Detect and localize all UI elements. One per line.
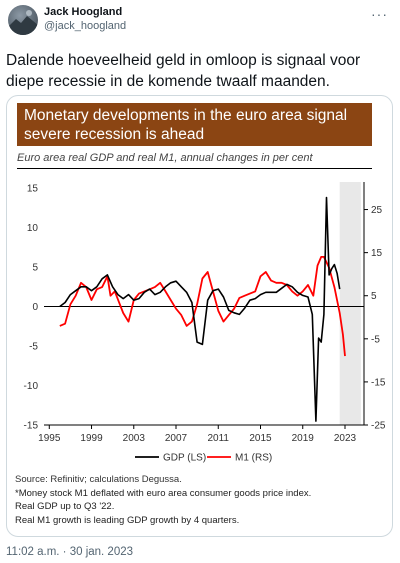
y-left-tick-label: 15 bbox=[27, 184, 39, 195]
subtitle-rule bbox=[17, 168, 372, 169]
figure-source: Source: Refinitiv; calculations Degussa. bbox=[15, 474, 182, 485]
gdp-series-line bbox=[59, 196, 341, 422]
tweet-timestamp[interactable]: 11:02 a.m. · 30 jan. 2023 bbox=[6, 546, 134, 558]
tweet-text: Dalende hoeveelheid geld in omloop is si… bbox=[6, 52, 361, 90]
avatar[interactable] bbox=[8, 5, 38, 35]
y-right-tick-label: -15 bbox=[371, 377, 386, 388]
banner-line-2: severe recession is ahead bbox=[24, 126, 205, 143]
x-tick-label: 2007 bbox=[165, 433, 188, 444]
line-chart: 15 10 5 0 -5 -10 -15 25 15 5 -5 -15 -25 1995 1999 2003 2… bbox=[24, 182, 386, 464]
figure-subtitle: Euro area real GDP and real M1, annual c… bbox=[17, 152, 313, 164]
y-left-tick-label: -5 bbox=[29, 342, 38, 353]
media-image[interactable]: Monetary developments in the euro area s… bbox=[6, 95, 393, 537]
x-tick-label: 1995 bbox=[38, 433, 61, 444]
legend-label-gdp: GDP (LS) bbox=[163, 453, 206, 464]
y-right-tick-label: 5 bbox=[371, 291, 377, 302]
figure-note-1: *Money stock M1 deflated with euro area … bbox=[15, 487, 312, 499]
banner-line-1: Monetary developments in the euro area s… bbox=[24, 107, 348, 124]
legend-label-m1: M1 (RS) bbox=[235, 453, 272, 464]
x-tick-label: 2003 bbox=[123, 433, 146, 444]
x-tick-label: 1999 bbox=[80, 433, 103, 444]
x-tick-label: 2019 bbox=[292, 433, 315, 444]
y-right-tick-label: 25 bbox=[371, 205, 383, 216]
y-right-tick-label: 15 bbox=[371, 248, 383, 259]
m1-series-line bbox=[59, 256, 346, 357]
tweet-header: Jack Hoogland @jack_hoogland ··· bbox=[0, 0, 400, 40]
figure-banner: Monetary developments in the euro area s… bbox=[17, 103, 372, 146]
y-right-tick-label: -5 bbox=[371, 334, 380, 345]
y-left-tick-label: 5 bbox=[32, 263, 38, 274]
shaded-region bbox=[339, 182, 361, 425]
y-right-tick-label: -25 bbox=[371, 421, 386, 432]
more-icon[interactable]: ··· bbox=[371, 6, 388, 22]
y-left-tick-label: 0 bbox=[32, 302, 38, 313]
author-name[interactable]: Jack Hoogland bbox=[44, 6, 123, 18]
x-tick-label: 2015 bbox=[249, 433, 272, 444]
y-left-tick-label: -15 bbox=[24, 421, 39, 432]
y-left-tick-label: -10 bbox=[24, 381, 39, 392]
figure-footnotes: Source: Refinitiv; calculations Degussa.… bbox=[15, 473, 311, 527]
x-tick-label: 2011 bbox=[207, 433, 229, 444]
y-left-tick-label: 10 bbox=[27, 223, 39, 234]
figure-note-2: Real GDP up to Q3 '22. bbox=[15, 501, 115, 512]
x-tick-label: 2023 bbox=[334, 433, 357, 444]
figure-note-3: Real M1 growth is leading GDP growth by … bbox=[15, 514, 240, 526]
author-handle[interactable]: @jack_hoogland bbox=[44, 20, 127, 32]
